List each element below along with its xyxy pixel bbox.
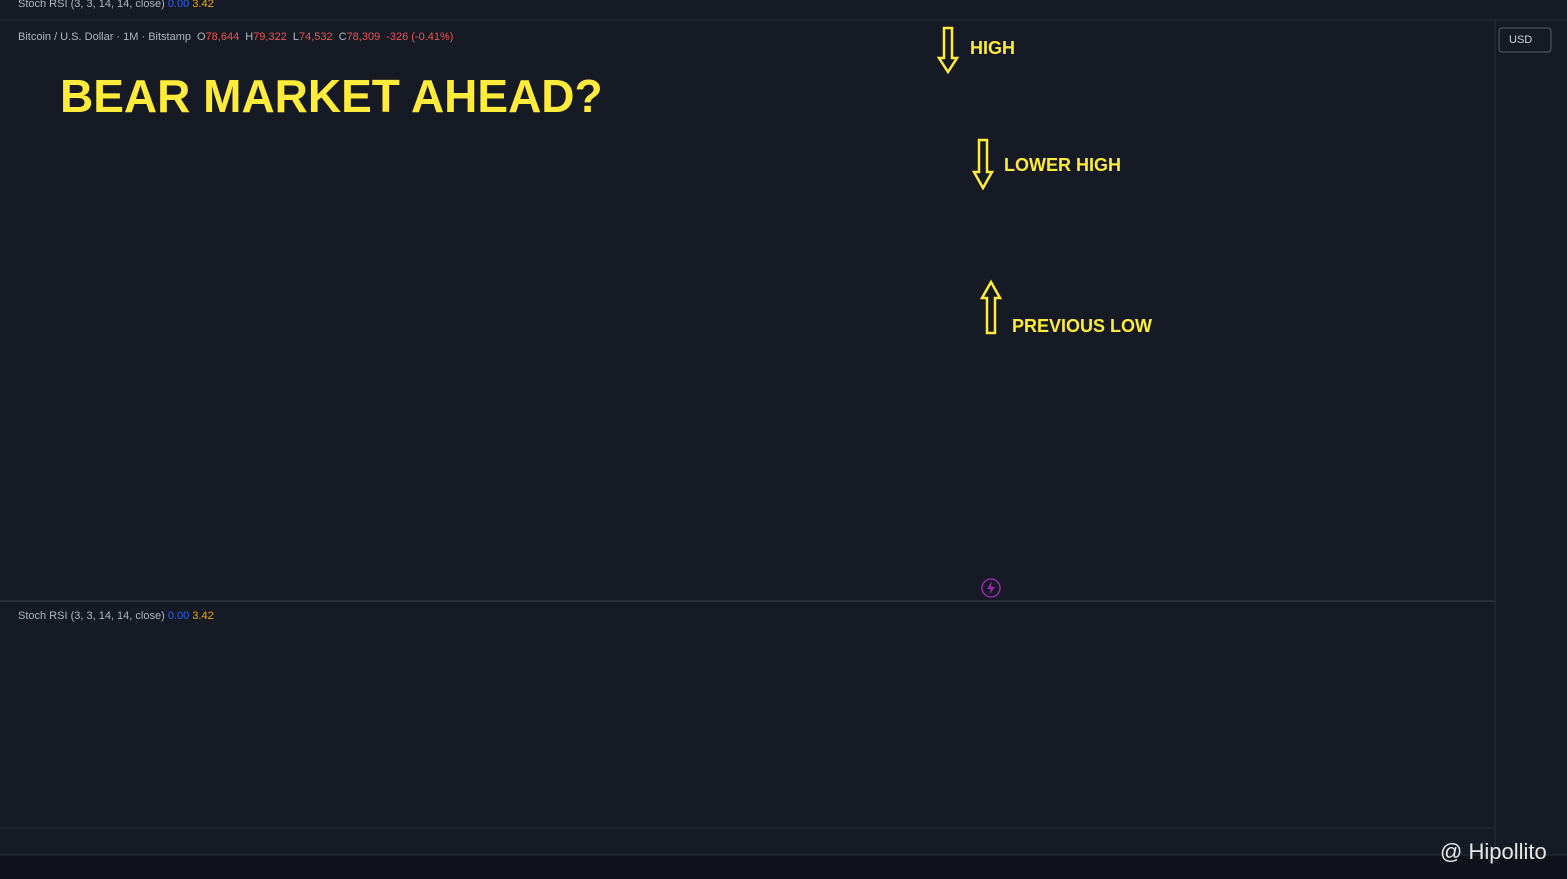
- annotation: PREVIOUS LOW: [1012, 316, 1152, 336]
- indicator-header: Stoch RSI (3, 3, 14, 14, close) 0.00 3.4…: [18, 610, 214, 622]
- indicator-title: Stoch RSI (3, 3, 14, 14, close): [18, 0, 165, 10]
- ohlc-value: 74,532: [299, 31, 333, 43]
- arrow-up: [979, 279, 1003, 335]
- ohlc-value: 78,309: [347, 31, 381, 43]
- indicator-value: 3.42: [192, 610, 213, 622]
- watermark: @ Hipollito: [1440, 839, 1547, 864]
- currency-box[interactable]: [1498, 27, 1552, 53]
- indicator-value: 0.00: [168, 0, 189, 10]
- ohlc-key: O: [197, 31, 206, 43]
- ohlc-key: C: [339, 31, 347, 43]
- footer-bar: [0, 855, 1567, 879]
- change: -326 (-0.41%): [386, 31, 453, 43]
- currency-label: USD: [1509, 34, 1532, 46]
- event-icon[interactable]: [981, 578, 1001, 598]
- arrow-down: [971, 138, 995, 191]
- price-header: Bitcoin / U.S. Dollar · 1M · Bitstamp O78…: [18, 31, 453, 43]
- ohlc-key: H: [245, 31, 253, 43]
- arrow-down: [936, 26, 960, 75]
- event-icon-bolt: [987, 581, 995, 595]
- indicator-value: 3.42: [192, 0, 213, 10]
- symbol-title: Bitcoin / U.S. Dollar · 1M · Bitstamp: [18, 31, 191, 43]
- ohlc-value: 78,644: [206, 31, 240, 43]
- clipped-indicator-title: Stoch RSI (3, 3, 14, 14, close) 0.00 3.4…: [18, 0, 214, 10]
- indicator-title: Stoch RSI (3, 3, 14, 14, close): [18, 610, 165, 622]
- annotation: LOWER HIGH: [1004, 155, 1121, 175]
- indicator-value: 0.00: [168, 610, 189, 622]
- annotation: HIGH: [970, 38, 1015, 58]
- ohlc-key: L: [293, 31, 299, 43]
- headline: BEAR MARKET AHEAD?: [60, 70, 603, 122]
- ohlc-value: 79,322: [253, 31, 287, 43]
